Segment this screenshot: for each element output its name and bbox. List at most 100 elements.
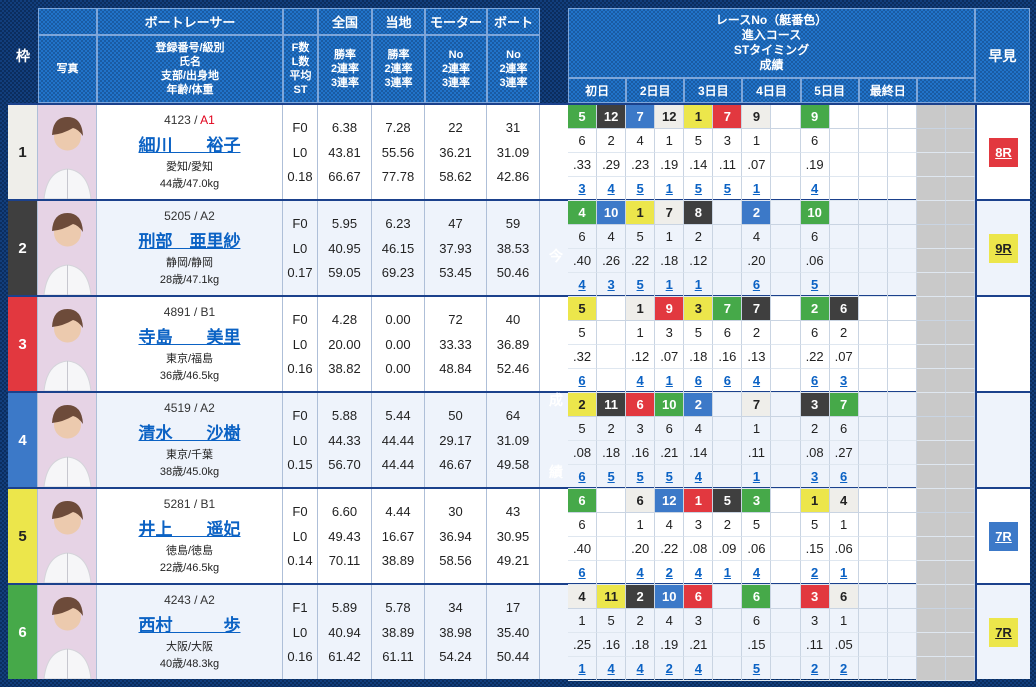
race-no-cell: 3 (684, 297, 714, 321)
quick-view-race-badge[interactable]: 8R (989, 137, 1018, 167)
racer-name-link[interactable]: 西村 歩 (138, 616, 241, 636)
result-link[interactable]: 6 (840, 469, 848, 484)
racer-name-link[interactable]: 刑部 亜里紗 (138, 232, 241, 252)
result-link[interactable]: 5 (810, 277, 819, 292)
result-link[interactable]: 5 (636, 469, 644, 484)
result-link[interactable]: 1 (840, 565, 848, 580)
racer-name-link[interactable]: 井上 遥妃 (138, 520, 241, 540)
result-link[interactable]: 5 (636, 181, 644, 196)
result-link[interactable]: 2 (840, 661, 848, 676)
result-link[interactable]: 4 (607, 181, 615, 196)
quick-view-race-badge[interactable]: 9R (989, 233, 1018, 263)
result-link[interactable]: 5 (607, 469, 615, 484)
result-link[interactable]: 6 (578, 469, 586, 484)
st-timing-cell: .33 (568, 153, 598, 177)
result-link[interactable]: 2 (665, 565, 673, 580)
result-link[interactable]: 6 (752, 277, 761, 292)
quick-view-race-badge[interactable]: 7R (989, 617, 1018, 647)
result-link[interactable]: 4 (752, 565, 761, 580)
stat-value: 55.56 (381, 144, 415, 160)
st-timing-cell (916, 633, 946, 657)
result-link[interactable]: 1 (752, 181, 761, 196)
result-link[interactable]: 3 (578, 181, 586, 196)
entry-course-cell: 6 (655, 417, 685, 441)
result-link[interactable]: 2 (665, 661, 673, 676)
racer-name-link[interactable]: 細川 裕子 (138, 136, 241, 156)
race-no-cell (887, 201, 917, 225)
race-no-cell (858, 297, 888, 321)
racer-name-link[interactable]: 寺島 美里 (138, 328, 241, 348)
st-timing-cell: .21 (655, 441, 685, 465)
result-link[interactable]: 4 (636, 661, 644, 676)
result-link[interactable]: 6 (694, 373, 702, 388)
result-link[interactable]: 4 (810, 181, 819, 196)
result-link[interactable]: 3 (840, 373, 848, 388)
result-link[interactable]: 4 (578, 277, 586, 292)
entry-course-cell (887, 129, 917, 153)
race-no-cell: 3 (742, 489, 772, 513)
st-timing-cell: .32 (568, 345, 598, 369)
race-no-cell: 4 (829, 489, 859, 513)
race-no-cell (945, 297, 975, 321)
stat-value: 38.53 (496, 240, 530, 256)
result-link[interactable]: 4 (636, 565, 644, 580)
result-link[interactable]: 1 (694, 277, 702, 292)
result-link[interactable]: 4 (694, 565, 702, 580)
entry-course-cell: 5 (684, 129, 714, 153)
result-link[interactable]: 6 (723, 373, 731, 388)
race-no-cell (887, 585, 917, 609)
result-link[interactable]: 5 (665, 469, 673, 484)
result-cell (829, 177, 859, 201)
st-timing-cell (945, 153, 975, 177)
result-link[interactable]: 4 (636, 373, 644, 388)
quick-view-race-badge[interactable]: 7R (989, 521, 1018, 551)
result-link[interactable]: 5 (723, 181, 731, 196)
result-link[interactable]: 1 (723, 565, 731, 580)
st-timing-cell (945, 441, 975, 465)
local-stats-cell: 7.28 55.56 77.78 (372, 105, 425, 199)
racer-class: B1 (200, 304, 216, 319)
result-link[interactable]: 1 (665, 373, 673, 388)
result-link[interactable]: 2 (810, 565, 819, 580)
national-sub-header: 勝率 2連率 3連率 (318, 35, 372, 103)
result-link[interactable]: 4 (752, 373, 761, 388)
result-link[interactable]: 4 (607, 661, 615, 676)
result-cell (713, 657, 743, 681)
result-link[interactable]: 5 (694, 181, 702, 196)
result-link[interactable]: 2 (810, 661, 819, 676)
stat-value: 59 (505, 215, 521, 231)
result-link[interactable]: 5 (752, 661, 761, 676)
result-link[interactable]: 1 (578, 661, 586, 676)
result-link[interactable]: 1 (752, 469, 761, 484)
result-link[interactable]: 1 (665, 181, 673, 196)
result-link[interactable]: 6 (810, 373, 819, 388)
result-cell: 6 (713, 369, 743, 393)
national-stats-cell: 6.38 43.81 66.67 (318, 105, 372, 199)
result-link[interactable]: 6 (578, 373, 586, 388)
result-link[interactable]: 5 (636, 277, 644, 292)
portrait-graphic (38, 585, 96, 679)
result-cell (771, 561, 801, 585)
motor-stats-cell: 34 38.98 54.24 (425, 585, 487, 679)
result-link[interactable]: 6 (578, 565, 586, 580)
fl-values-cell: F0 L0 0.17 (283, 201, 318, 295)
result-link[interactable]: 1 (665, 277, 673, 292)
result-link[interactable]: 4 (694, 469, 702, 484)
race-no-cell: 11 (597, 585, 627, 609)
result-link[interactable]: 3 (607, 277, 615, 292)
race-no-cell: 7 (626, 105, 656, 129)
result-link[interactable]: 3 (810, 469, 819, 484)
result-link[interactable]: 4 (694, 661, 702, 676)
race-no-cell: 10 (800, 201, 830, 225)
entry-course-cell (829, 225, 859, 249)
result-cell: 2 (800, 561, 830, 585)
st-timing-cell (713, 633, 743, 657)
fl-value: 0.18 (287, 169, 313, 185)
racer-left-section: 4 4519 / A2 清水 沙樹 東京/千葉 38歳/45.0kg F0 L0 0.15 5.… (8, 393, 540, 487)
portrait-graphic (38, 393, 96, 487)
stat-value: 5.95 (331, 215, 358, 231)
race-no-cell (858, 201, 888, 225)
race-no-cell (858, 585, 888, 609)
racer-info-cell: 5281 / B1 井上 遥妃 徳島/徳島 22歳/46.5kg (97, 489, 283, 583)
racer-name-link[interactable]: 清水 沙樹 (138, 424, 241, 444)
